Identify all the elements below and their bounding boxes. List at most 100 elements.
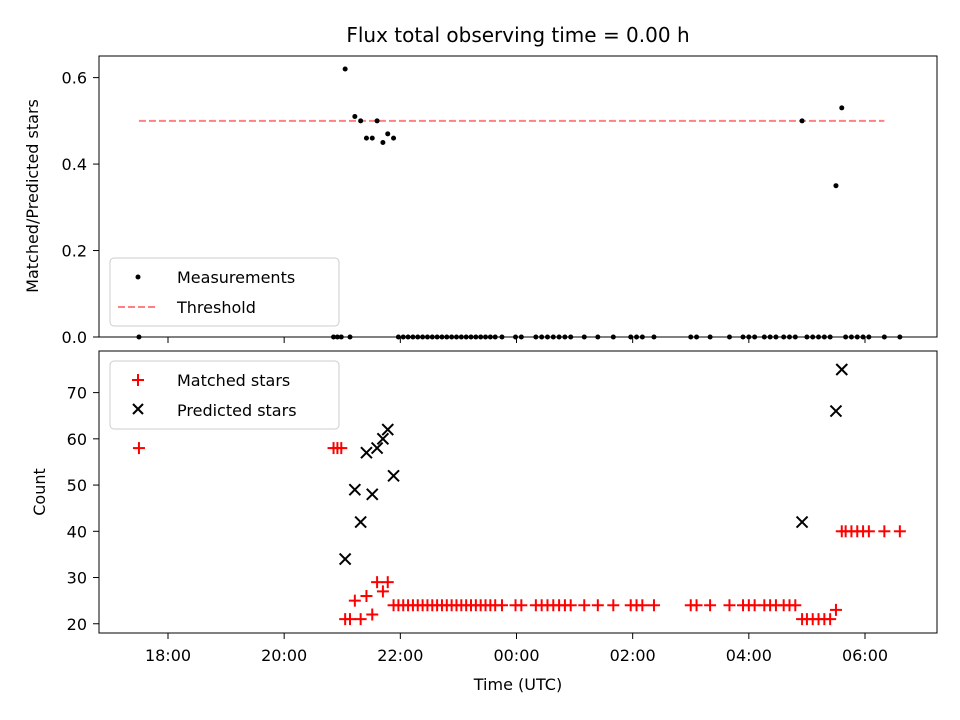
measurement-point xyxy=(568,334,574,340)
top-ytick-label: 0.6 xyxy=(62,69,87,88)
matched-stars-point xyxy=(578,599,591,612)
measurement-point xyxy=(363,135,369,141)
bottom-ytick-label: 60 xyxy=(67,430,87,449)
xtick-label: 22:00 xyxy=(377,646,423,665)
measurement-point xyxy=(369,135,375,141)
predicted-stars-point xyxy=(387,469,400,483)
matched-stars-point xyxy=(366,608,379,621)
bottom-ytick-label: 20 xyxy=(67,615,87,634)
bottom-ytick-label: 70 xyxy=(67,384,87,403)
measurement-point xyxy=(352,114,358,120)
bottom-ytick-label: 50 xyxy=(67,476,87,495)
matched-stars-point xyxy=(636,599,649,612)
measurement-point xyxy=(533,334,539,340)
matched-stars-point xyxy=(348,594,361,607)
measurement-point xyxy=(487,334,493,340)
xtick-label: 06:00 xyxy=(842,646,888,665)
measurement-point xyxy=(639,334,645,340)
measurement-point xyxy=(839,105,845,111)
xtick-label: 02:00 xyxy=(610,646,656,665)
xtick-label: 20:00 xyxy=(261,646,307,665)
matched-stars-point xyxy=(515,599,528,612)
matched-stars-point xyxy=(893,525,906,538)
measurement-point xyxy=(429,334,435,340)
measurement-point xyxy=(628,334,634,340)
legend-predicted-label: Predicted stars xyxy=(177,401,297,420)
x-axis-label: Time (UTC) xyxy=(473,675,562,694)
measurement-point xyxy=(562,334,568,340)
measurement-point xyxy=(544,334,550,340)
matched-stars-point xyxy=(607,599,620,612)
measurement-point xyxy=(651,334,657,340)
measurement-point xyxy=(513,334,519,340)
matched-stars-point xyxy=(335,442,348,455)
measurement-point xyxy=(688,334,694,340)
measurement-point xyxy=(400,334,406,340)
top-panel: 0.0 0.2 0.4 0.6 Matched/Predicted stars Mea… xyxy=(23,55,938,347)
measurement-point xyxy=(833,183,839,189)
matched-stars-point xyxy=(862,525,875,538)
measurement-point xyxy=(410,334,416,340)
predicted-stars-point xyxy=(835,363,848,376)
matched-stars-point xyxy=(878,525,891,538)
bottom-panel: 20 30 40 50 60 70 18:00 20:00 22:00 00:00 02:00 04… xyxy=(30,350,938,694)
measurement-point xyxy=(453,334,459,340)
measurement-point xyxy=(726,334,732,340)
measurement-point xyxy=(556,334,562,340)
measurement-point xyxy=(634,334,640,340)
measurement-point xyxy=(358,118,364,124)
measurement-point xyxy=(821,334,827,340)
measurement-point xyxy=(752,334,758,340)
measurement-point xyxy=(707,334,713,340)
measurement-point xyxy=(786,334,792,340)
measurement-point xyxy=(468,334,474,340)
chart-title: Flux total observing time = 0.00 h xyxy=(346,23,689,47)
measurement-point xyxy=(395,334,401,340)
top-legend-box xyxy=(109,257,340,327)
measurement-point xyxy=(391,135,397,141)
matched-stars-point xyxy=(371,576,384,589)
measurement-point xyxy=(881,334,887,340)
matched-stars-point xyxy=(564,599,577,612)
measurement-point xyxy=(518,334,524,340)
measurement-point xyxy=(342,66,348,72)
measurement-point xyxy=(499,334,505,340)
measurement-point xyxy=(767,334,773,340)
legend-predicted-marker xyxy=(132,403,144,415)
measurement-point xyxy=(420,334,426,340)
legend-measurements-label: Measurements xyxy=(177,268,295,287)
measurement-point xyxy=(761,334,767,340)
measurement-point xyxy=(827,334,833,340)
matched-stars-point xyxy=(591,599,604,612)
measurement-point xyxy=(610,334,616,340)
xtick-label: 00:00 xyxy=(493,646,539,665)
xtick-label: 04:00 xyxy=(726,646,772,665)
measurement-point xyxy=(331,334,337,340)
measurement-point xyxy=(792,334,798,340)
measurement-point xyxy=(843,334,849,340)
measurement-point xyxy=(374,118,380,124)
measurement-point xyxy=(449,334,455,340)
matched-stars-point xyxy=(376,585,389,598)
measurement-point xyxy=(473,334,479,340)
measurement-point xyxy=(595,334,601,340)
matched-stars-point xyxy=(723,599,736,612)
measurement-point xyxy=(550,334,556,340)
measurement-point xyxy=(810,334,816,340)
measurement-point xyxy=(478,334,484,340)
top-ytick-label: 0.0 xyxy=(62,328,87,347)
measurement-point xyxy=(694,334,700,340)
matched-stars-point xyxy=(132,442,145,455)
measurement-point xyxy=(380,139,386,145)
bottom-ytick-label: 40 xyxy=(67,522,87,541)
matched-stars-point xyxy=(343,613,356,626)
measurement-point xyxy=(854,334,860,340)
legend-threshold-label: Threshold xyxy=(176,298,256,317)
bottom-ytick-label: 30 xyxy=(67,569,87,588)
predicted-stars-point xyxy=(376,432,390,446)
measurement-point xyxy=(405,334,411,340)
measurement-point xyxy=(804,334,810,340)
measurement-point xyxy=(444,334,450,340)
matched-stars-point xyxy=(495,599,508,612)
matched-stars-point xyxy=(789,599,802,612)
